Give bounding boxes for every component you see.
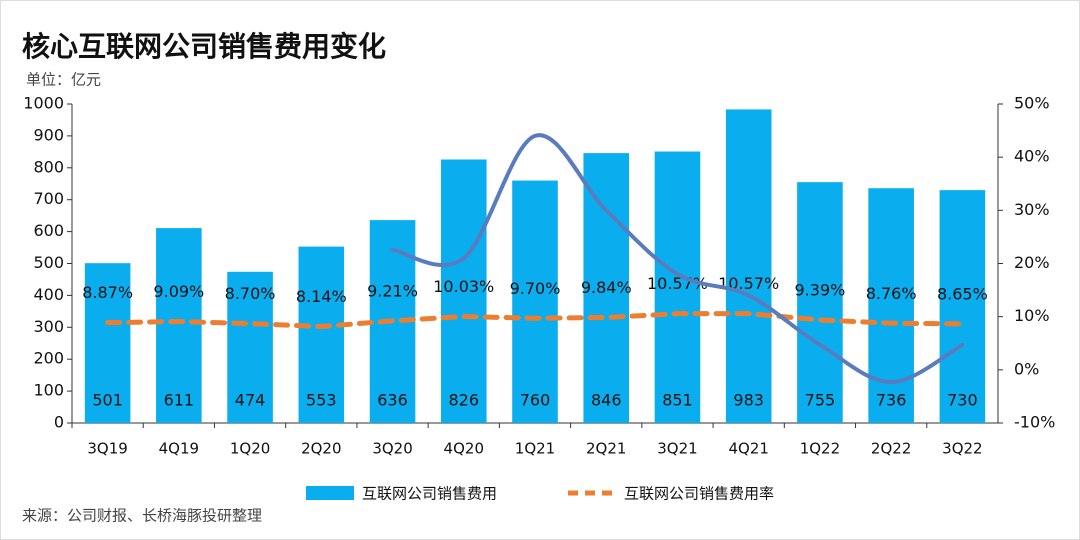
bar-value-label: 611 xyxy=(164,391,195,410)
legend-label: 互联网公司销售费用 xyxy=(362,485,497,503)
x-tick-label: 2Q21 xyxy=(586,440,626,458)
chart-title: 核心互联网公司销售费用变化 xyxy=(22,30,386,63)
bar xyxy=(298,246,345,423)
line-value-label: 8.70% xyxy=(225,284,276,303)
rate-line xyxy=(105,311,965,330)
y-tick-label: 500 xyxy=(33,253,64,272)
line-value-label: 9.70% xyxy=(510,279,561,298)
bar xyxy=(440,159,487,424)
y2-tick-label: 20% xyxy=(1014,253,1050,272)
y2-tick-label: 50% xyxy=(1014,94,1050,113)
line-value-label: 9.21% xyxy=(367,281,418,300)
bar-value-label: 501 xyxy=(92,391,123,410)
bar xyxy=(868,188,914,423)
bar-value-label: 755 xyxy=(805,391,836,410)
bar-value-label: 553 xyxy=(306,391,337,410)
x-tick-label: 4Q21 xyxy=(728,440,768,458)
bar-value-label: 736 xyxy=(876,391,907,410)
bar-value-label: 851 xyxy=(662,391,693,410)
y2-tick-label: 10% xyxy=(1014,306,1050,325)
y-tick-label: 1000 xyxy=(23,94,64,113)
legend-swatch xyxy=(306,486,354,500)
line-value-label: 8.14% xyxy=(296,287,347,306)
x-tick-label: 1Q20 xyxy=(230,440,270,458)
line-value-label: 9.09% xyxy=(153,282,204,301)
unit-label: 单位：亿元 xyxy=(26,71,101,89)
bar-value-label: 730 xyxy=(947,391,978,410)
bar xyxy=(583,153,630,423)
bar-value-label: 760 xyxy=(520,391,551,410)
bar-value-label: 636 xyxy=(377,391,408,410)
growth-line xyxy=(390,133,965,385)
line-value-label: 9.39% xyxy=(795,280,846,299)
y-tick-label: 900 xyxy=(33,125,64,144)
bar xyxy=(156,228,202,423)
y-tick-label: 700 xyxy=(33,189,64,208)
legend-label: 互联网公司销售费用率 xyxy=(624,485,774,503)
x-tick-label: 1Q21 xyxy=(515,440,555,458)
y-tick-label: 300 xyxy=(33,317,64,336)
line-value-label: 10.03% xyxy=(433,277,494,296)
line-value-label: 8.76% xyxy=(866,284,917,303)
bar-value-label: 826 xyxy=(448,391,479,410)
x-tick-label: 4Q20 xyxy=(444,440,484,458)
y-tick-label: 0 xyxy=(54,413,64,432)
y2-tick-label: 30% xyxy=(1014,200,1050,219)
line-value-label: 8.65% xyxy=(937,284,988,303)
x-tick-label: 4Q19 xyxy=(159,440,199,458)
bar xyxy=(725,109,772,423)
y2-tick-label: 40% xyxy=(1014,147,1050,166)
x-tick-label: 3Q20 xyxy=(372,440,412,458)
bar xyxy=(654,151,701,423)
bar xyxy=(512,180,558,423)
bar xyxy=(797,182,843,423)
y-tick-label: 800 xyxy=(33,157,64,176)
bar-value-label: 983 xyxy=(733,391,764,410)
bar xyxy=(84,263,131,423)
x-tick-label: 1Q22 xyxy=(800,440,840,458)
bar xyxy=(939,190,986,423)
y2-tick-label: -10% xyxy=(1014,413,1055,432)
bar-value-label: 846 xyxy=(591,391,622,410)
bar xyxy=(227,271,273,423)
x-tick-label: 3Q21 xyxy=(657,440,697,458)
source: 来源：公司财报、长桥海豚投研整理 xyxy=(22,507,262,525)
x-tick-label: 3Q22 xyxy=(942,440,982,458)
line-value-label: 9.84% xyxy=(581,278,632,297)
x-tick-label: 2Q22 xyxy=(871,440,911,458)
bar-value-label: 474 xyxy=(235,391,266,410)
x-tick-label: 2Q20 xyxy=(301,440,341,458)
y-tick-label: 400 xyxy=(33,285,64,304)
x-tick-label: 3Q19 xyxy=(87,440,127,458)
y-tick-label: 200 xyxy=(33,349,64,368)
line-value-label: 8.87% xyxy=(82,283,133,302)
y-tick-label: 100 xyxy=(33,381,64,400)
y-tick-label: 600 xyxy=(33,221,64,240)
y2-tick-label: 0% xyxy=(1014,359,1039,378)
